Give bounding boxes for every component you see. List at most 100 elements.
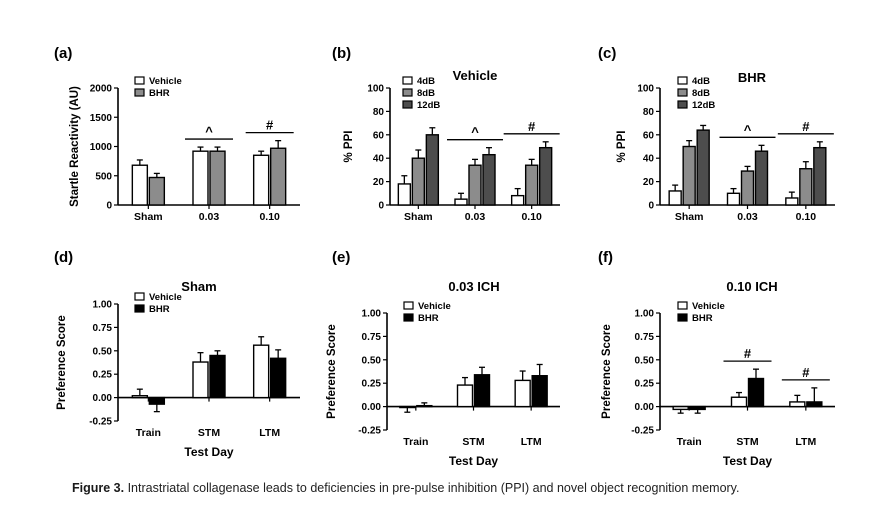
- panel6-bar: [730, 396, 748, 408]
- panel5-y-tick-label: 1.00: [362, 309, 382, 320]
- caption-label: Figure 3.: [72, 481, 125, 495]
- panel2-significance-marker: ^: [471, 125, 479, 140]
- panel5-bar: [416, 404, 433, 408]
- panel3-bar: [785, 197, 799, 206]
- panel6-title: 0.10 ICH: [726, 279, 777, 294]
- panel5-legend-swatch: [403, 313, 414, 322]
- panel6-x-tick-label: Train: [677, 436, 702, 448]
- panel2-bar: [397, 183, 412, 206]
- panel2-legend-label: 4dB: [417, 76, 435, 87]
- panel3-legend-label: 8dB: [692, 88, 710, 99]
- panel6-y-tick-label: -0.25: [631, 426, 654, 437]
- panel5-y-tick-label: 0.00: [362, 402, 382, 413]
- panel3-letter: (c): [598, 45, 616, 62]
- panel3-legend-swatch: [677, 88, 688, 97]
- panel5-legend-label: Vehicle: [418, 301, 451, 312]
- panel4-x-label: Test Day: [184, 445, 233, 459]
- panel6-letter: (f): [598, 249, 613, 266]
- panel3-y-tick-label: 0: [648, 201, 654, 212]
- panel5-x-tick-label: Train: [403, 436, 428, 448]
- panel5-bar: [514, 379, 531, 408]
- panel1-y-tick-label: 1000: [90, 142, 113, 153]
- panel3-legend-label: 12dB: [692, 100, 715, 111]
- panel1-x-tick-label: 0.03: [199, 211, 220, 223]
- panel4-bar: [192, 361, 209, 399]
- panel2-bar: [425, 134, 440, 206]
- panel6-legend-label: Vehicle: [692, 301, 725, 312]
- panel3-legend-swatch: [677, 100, 688, 109]
- panel1-x-tick-label: 0.10: [259, 211, 280, 223]
- panel2-y-label: % PPI: [343, 131, 355, 163]
- panel2-bar: [411, 157, 426, 206]
- panel3-title: BHR: [738, 70, 767, 85]
- panel3-y-tick-label: 20: [643, 177, 655, 188]
- panel1-y-tick-label: 500: [95, 171, 112, 182]
- panel4-bar: [252, 344, 270, 399]
- panel4-legend-label: Vehicle: [149, 292, 182, 303]
- panel3-bar: [754, 150, 769, 206]
- panel3-bar: [696, 129, 710, 206]
- panel2-y-tick-label: 0: [378, 201, 384, 212]
- panel2-significance-marker: #: [528, 119, 536, 134]
- panel6-significance-marker: #: [744, 346, 752, 361]
- panel2-bar: [468, 164, 482, 206]
- panel5-bar: [456, 384, 474, 408]
- panel5-y-label: Preference Score: [326, 324, 338, 419]
- panel3-bar: [682, 145, 696, 206]
- panel2-legend-swatch: [402, 76, 413, 85]
- panel2-y-tick-label: 20: [373, 177, 385, 188]
- panel1-y-tick-label: 0: [106, 201, 112, 212]
- panel1-bar: [192, 150, 209, 206]
- panel2-bar: [510, 194, 525, 206]
- panel3-x-tick-label: 0.10: [796, 211, 817, 223]
- panel6-legend-swatch: [677, 313, 688, 322]
- panel5-x-label: Test Day: [449, 454, 498, 468]
- panel1-significance-marker: #: [266, 118, 274, 133]
- panel1-y-tick-label: 1500: [90, 113, 113, 124]
- panel2-letter: (b): [332, 45, 351, 62]
- panel2-x-tick-label: 0.03: [465, 211, 486, 223]
- panel5-y-tick-label: 0.25: [362, 379, 382, 390]
- caption-text: Intrastriatal collagenase leads to defic…: [127, 481, 740, 495]
- panel2-bar: [482, 153, 496, 206]
- panel6-bar: [689, 405, 706, 411]
- panel1-significance-marker: ^: [205, 124, 213, 139]
- panel1-y-label: Startle Reactivity (AU): [69, 86, 81, 207]
- panel1-bar: [209, 150, 226, 206]
- panel6-legend-label: BHR: [692, 313, 713, 324]
- panel4-legend-swatch: [134, 304, 145, 313]
- panel4-x-tick-label: STM: [198, 427, 220, 439]
- panel6-y-tick-label: 0.75: [635, 332, 655, 343]
- panel6-x-tick-label: STM: [736, 436, 758, 448]
- panel5-x-tick-label: STM: [462, 436, 484, 448]
- panel6-bar: [672, 405, 689, 411]
- panel4-y-tick-label: 1.00: [93, 300, 113, 311]
- panel1-y-tick-label: 2000: [90, 84, 113, 95]
- panel6-y-tick-label: 0.50: [635, 355, 655, 366]
- panel3-significance-marker: ^: [744, 122, 752, 137]
- panel4-y-tick-label: 0.00: [93, 393, 113, 404]
- panel4-letter: (d): [54, 249, 73, 266]
- panel4-bar: [209, 354, 226, 399]
- panel3-bar: [740, 170, 755, 206]
- panel6-y-label: Preference Score: [601, 324, 613, 419]
- panel4-bar: [131, 395, 149, 399]
- panel4-y-tick-label: 0.25: [93, 370, 113, 381]
- panel6-legend-swatch: [677, 301, 688, 310]
- panel3-bar: [813, 146, 827, 206]
- panel5-bar: [399, 405, 416, 409]
- panel1-legend-label: BHR: [149, 88, 170, 99]
- panel3-bar: [668, 190, 682, 206]
- panel4-title: Sham: [181, 279, 216, 294]
- panel3-y-tick-label: 40: [643, 154, 655, 165]
- panel4-y-label: Preference Score: [56, 315, 68, 410]
- panel1-letter: (a): [54, 45, 72, 62]
- panel2-title: Vehicle: [453, 68, 498, 83]
- panel6-x-tick-label: LTM: [795, 436, 816, 448]
- panel6-y-tick-label: 0.00: [635, 402, 655, 413]
- panel3-x-tick-label: Sham: [675, 211, 704, 223]
- panel1-legend-label: Vehicle: [149, 76, 182, 87]
- panel2-x-tick-label: Sham: [404, 211, 433, 223]
- panel2-x-tick-label: 0.10: [521, 211, 542, 223]
